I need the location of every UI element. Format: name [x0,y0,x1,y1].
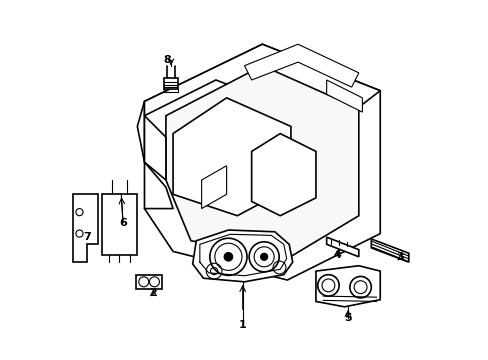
Polygon shape [102,194,137,255]
Text: 1: 1 [238,320,246,330]
Polygon shape [144,116,165,180]
Text: 3: 3 [395,252,403,262]
Polygon shape [73,194,98,262]
Polygon shape [144,44,380,126]
Polygon shape [192,230,292,282]
Text: 2: 2 [149,288,157,297]
Polygon shape [315,266,380,307]
Text: 4: 4 [333,250,341,260]
Text: 8: 8 [163,55,171,65]
Text: 7: 7 [83,232,91,242]
Text: 5: 5 [344,312,351,323]
Polygon shape [326,237,358,257]
Circle shape [224,252,232,261]
Polygon shape [165,66,358,258]
Polygon shape [164,78,177,89]
Polygon shape [326,80,362,112]
Polygon shape [370,239,408,262]
Polygon shape [173,98,290,216]
Polygon shape [244,44,358,87]
Text: 6: 6 [119,218,127,228]
Polygon shape [201,166,226,208]
Polygon shape [251,134,315,216]
Polygon shape [144,44,380,280]
Polygon shape [135,275,162,289]
Circle shape [260,253,267,260]
